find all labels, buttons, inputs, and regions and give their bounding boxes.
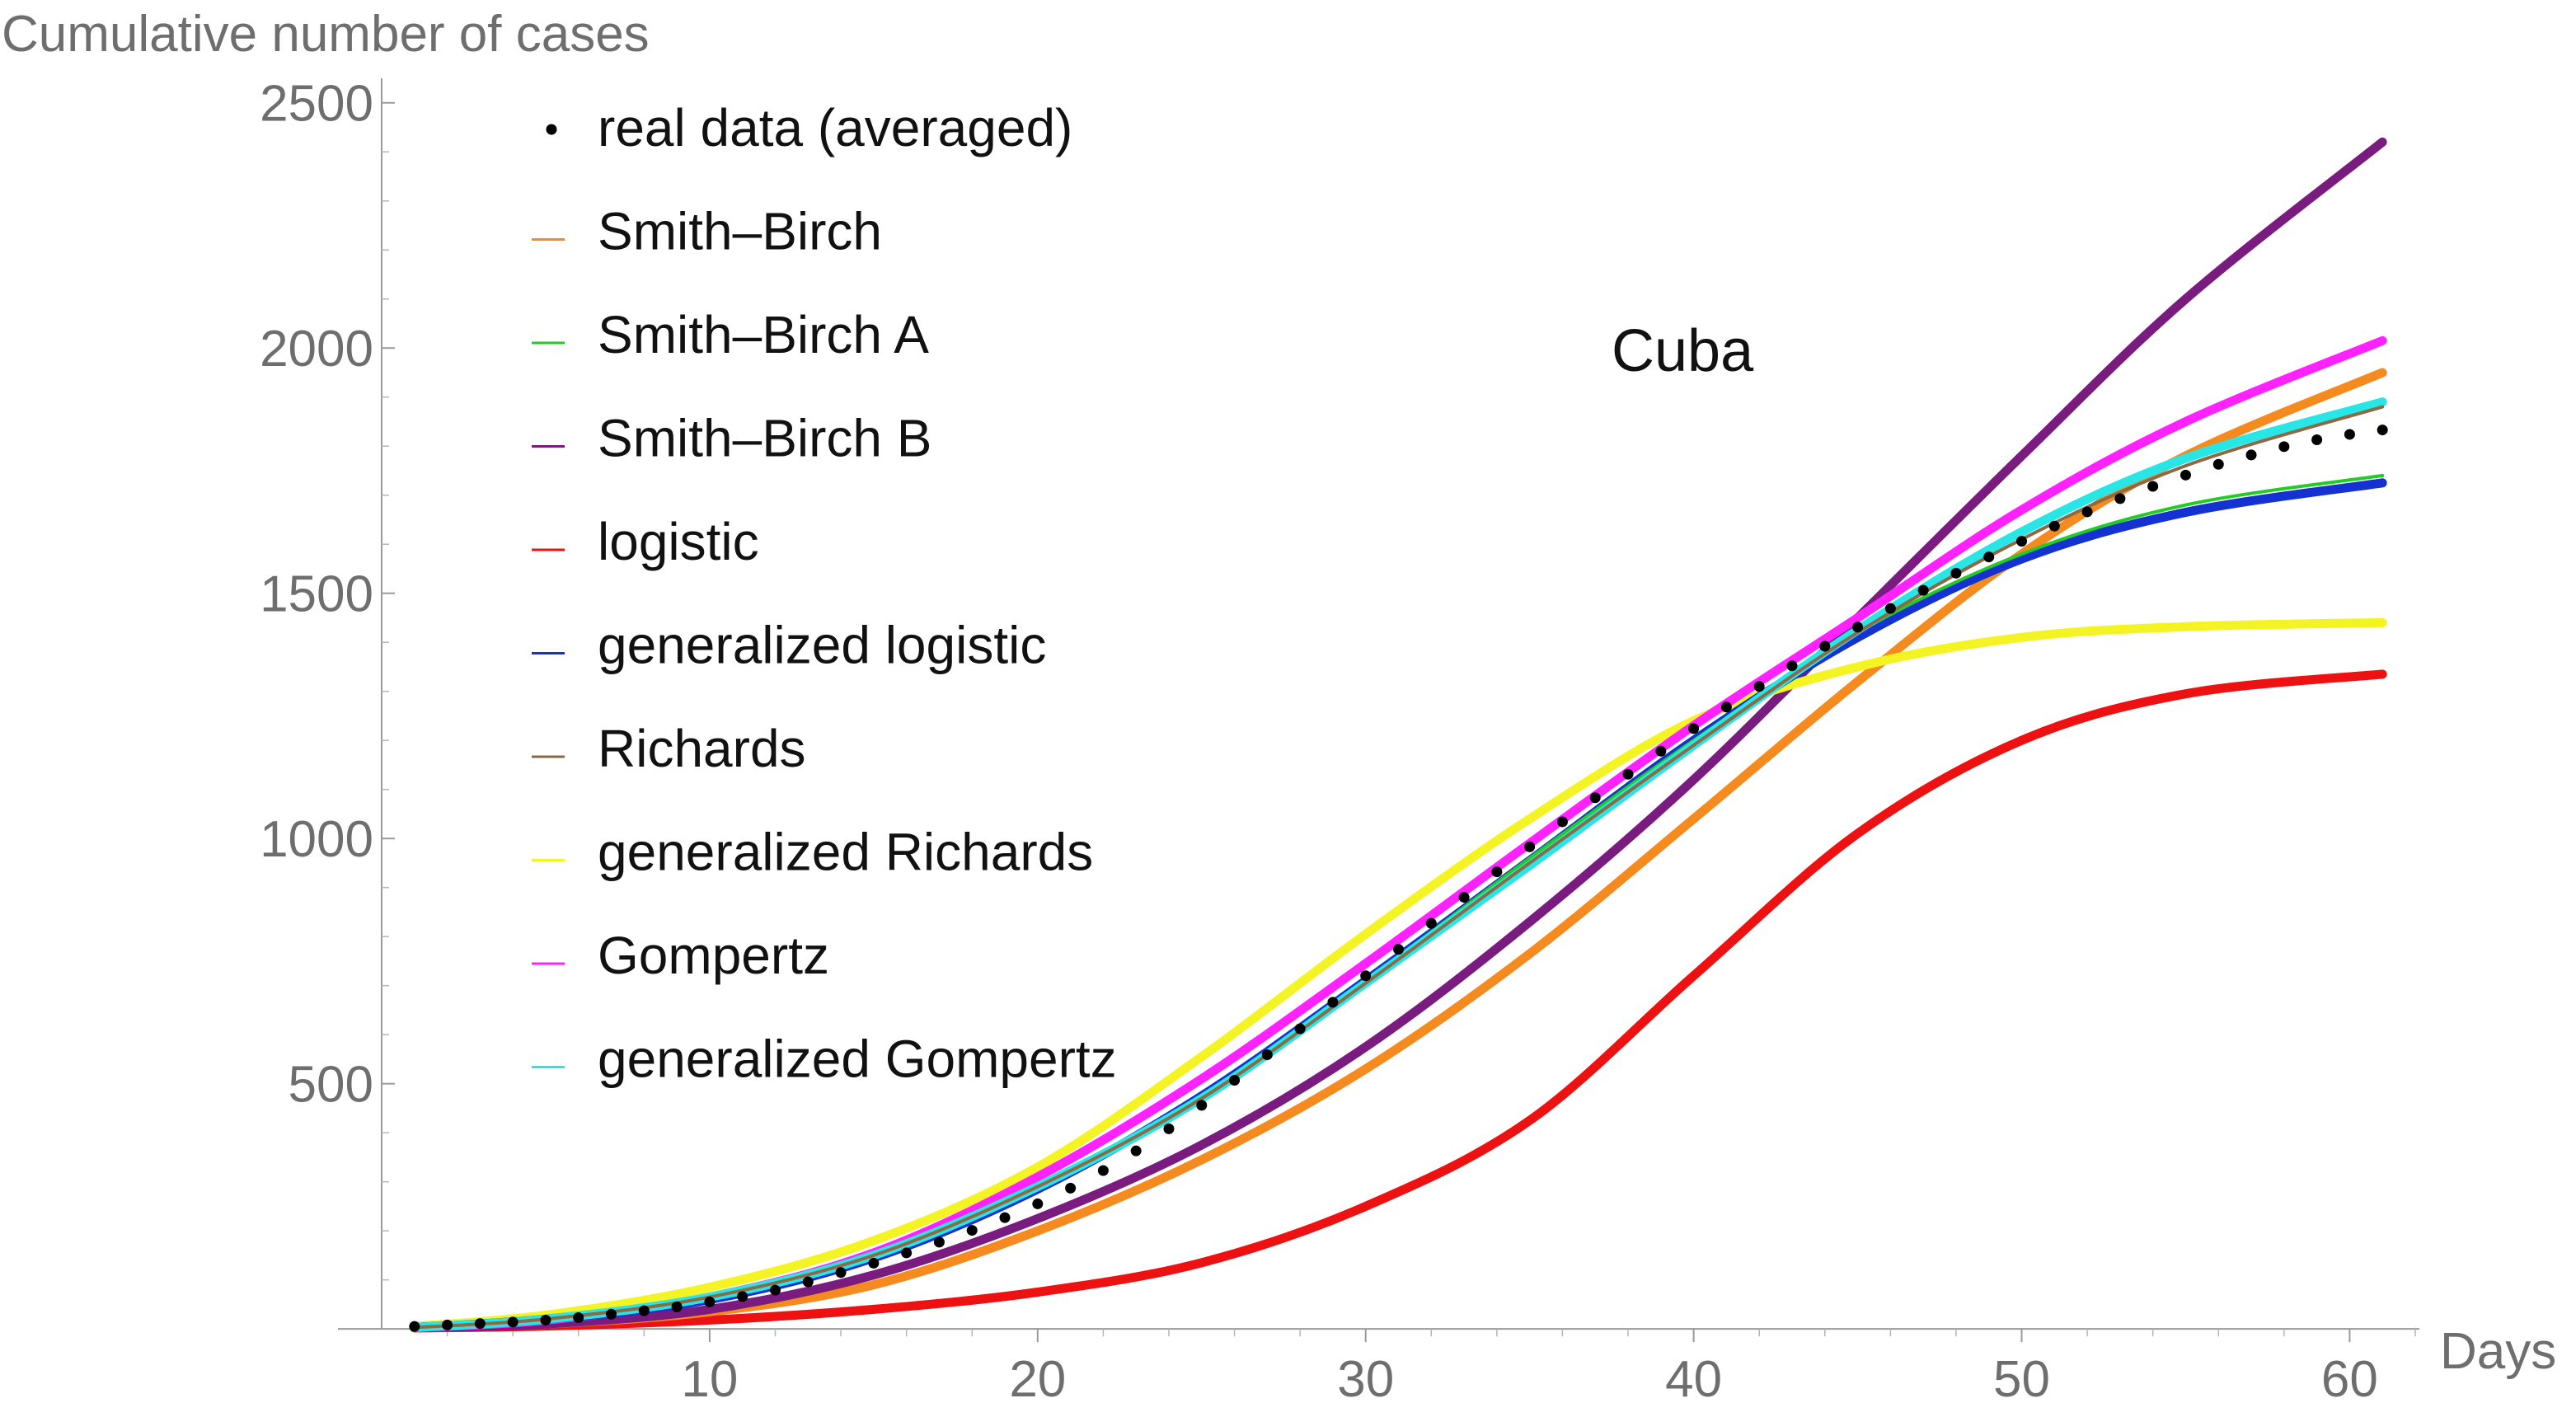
data-point [802, 1276, 814, 1288]
series-line-generalized-richards [410, 617, 2387, 1331]
data-point [1065, 1182, 1077, 1194]
data-point [1261, 1049, 1273, 1061]
x-tick-label: 20 [1009, 1351, 1066, 1408]
x-tick-label: 40 [1665, 1351, 1722, 1408]
x-tick-label: 10 [681, 1351, 738, 1408]
data-point [868, 1257, 880, 1269]
x-tick-label: 60 [2321, 1351, 2378, 1408]
data-point [1983, 551, 1995, 563]
legend-label-smith-birch-a: Smith–Birch A [598, 305, 929, 364]
legend-label-smith-birch-b: Smith–Birch B [598, 409, 931, 468]
data-point [474, 1318, 486, 1330]
data-point [704, 1296, 716, 1307]
legend-label-generalized-gompertz: generalized Gompertz [598, 1030, 1117, 1089]
data-point [1294, 1023, 1306, 1035]
data-point [1425, 917, 1437, 929]
data-point [1556, 816, 1568, 828]
y-tick-label: 500 [289, 1057, 373, 1114]
y-tick-label: 2000 [260, 321, 373, 378]
data-point [1196, 1100, 1208, 1111]
data-point [933, 1236, 945, 1248]
data-point [1130, 1145, 1142, 1157]
series-line-smith-birch-a [412, 473, 2385, 1330]
data-point [737, 1291, 748, 1302]
legend-label-logistic: logistic [598, 512, 759, 571]
data-point [2377, 425, 2388, 436]
data-point [442, 1319, 453, 1330]
data-point [638, 1305, 650, 1316]
data-point [1884, 603, 1896, 614]
data-point [671, 1301, 683, 1312]
chart-annotation-country: Cuba [1612, 318, 1754, 384]
data-point [1786, 660, 1798, 672]
y-tick-label: 1000 [260, 811, 373, 868]
data-point [835, 1267, 847, 1279]
data-point [573, 1311, 584, 1323]
y-tick-label: 1500 [260, 566, 373, 623]
x-tick-label: 30 [1337, 1351, 1394, 1408]
series-line-logistic [410, 669, 2387, 1333]
data-point [769, 1284, 781, 1296]
series-line-smith-birch-b [410, 137, 2387, 1332]
x-tick-label: 50 [1993, 1351, 2050, 1408]
data-point [1950, 567, 1962, 579]
data-point [2311, 434, 2323, 445]
data-point [1917, 584, 1929, 596]
data-point [1491, 866, 1503, 878]
data-point [409, 1321, 420, 1332]
data-point [1327, 997, 1339, 1008]
data-point [2180, 469, 2191, 481]
data-point [901, 1247, 913, 1259]
data-point [966, 1225, 978, 1236]
data-point [1229, 1075, 1241, 1086]
data-point [1393, 944, 1404, 955]
legend-label-richards: Richards [598, 719, 806, 778]
data-point [2147, 481, 2159, 492]
data-point [1032, 1198, 1044, 1209]
data-point [2344, 429, 2355, 440]
data-point [606, 1308, 617, 1320]
data-point [2212, 458, 2224, 470]
y-tick-label: 2500 [260, 76, 373, 133]
legend-label-gompertz: Gompertz [598, 926, 829, 985]
data-point [1819, 640, 1831, 652]
data-points [409, 425, 2388, 1332]
data-point [1524, 841, 1536, 852]
data-point [1589, 792, 1601, 804]
data-point [2114, 493, 2126, 504]
data-point [1688, 723, 1700, 734]
data-point [2048, 520, 2060, 532]
data-point [999, 1212, 1011, 1223]
data-point [1720, 701, 1732, 713]
legend-label-real-data-averaged: real data (averaged) [598, 98, 1072, 157]
data-point [1360, 970, 1372, 982]
data-point [540, 1314, 551, 1326]
legend: real data (averaged) Smith–Birch Smith–Bir… [532, 98, 1117, 1089]
legend-label-smith-birch: Smith–Birch [598, 202, 882, 261]
series-lines [410, 137, 2387, 1333]
data-point [1458, 892, 1470, 903]
legend-label-generalized-richards: generalized Richards [598, 823, 1093, 882]
data-point [1163, 1123, 1175, 1134]
data-point [1852, 622, 1864, 633]
axes: 10 20 30 40 50 60 500 1000 1500 2000 2500 [260, 76, 2419, 1408]
legend-marker-real-data-averaged [546, 124, 557, 135]
data-point [2016, 536, 2028, 547]
data-point [2081, 506, 2093, 518]
x-axis-label: Days [2440, 1323, 2556, 1380]
legend-label-generalized-logistic: generalized logistic [598, 616, 1046, 675]
data-point [2278, 441, 2290, 453]
data-point [1097, 1165, 1109, 1176]
data-point [2245, 449, 2257, 461]
data-point [507, 1316, 518, 1328]
data-point [1622, 768, 1634, 780]
data-point [1753, 681, 1765, 692]
y-axis-label: Cumulative number of cases [2, 6, 650, 63]
data-point [1655, 745, 1667, 757]
